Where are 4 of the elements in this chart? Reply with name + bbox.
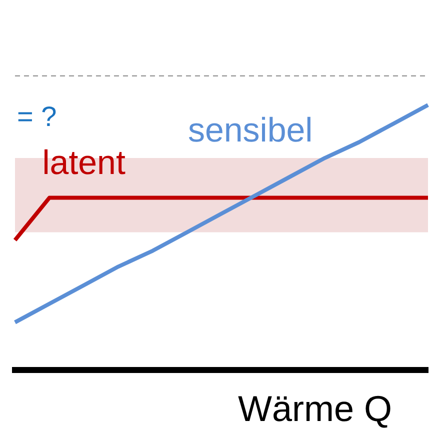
series-label: sensibel: [188, 112, 313, 150]
series-label: latent: [42, 144, 126, 182]
annotation: = ?: [17, 101, 57, 132]
x-axis-title: Wärme Q: [238, 388, 392, 430]
